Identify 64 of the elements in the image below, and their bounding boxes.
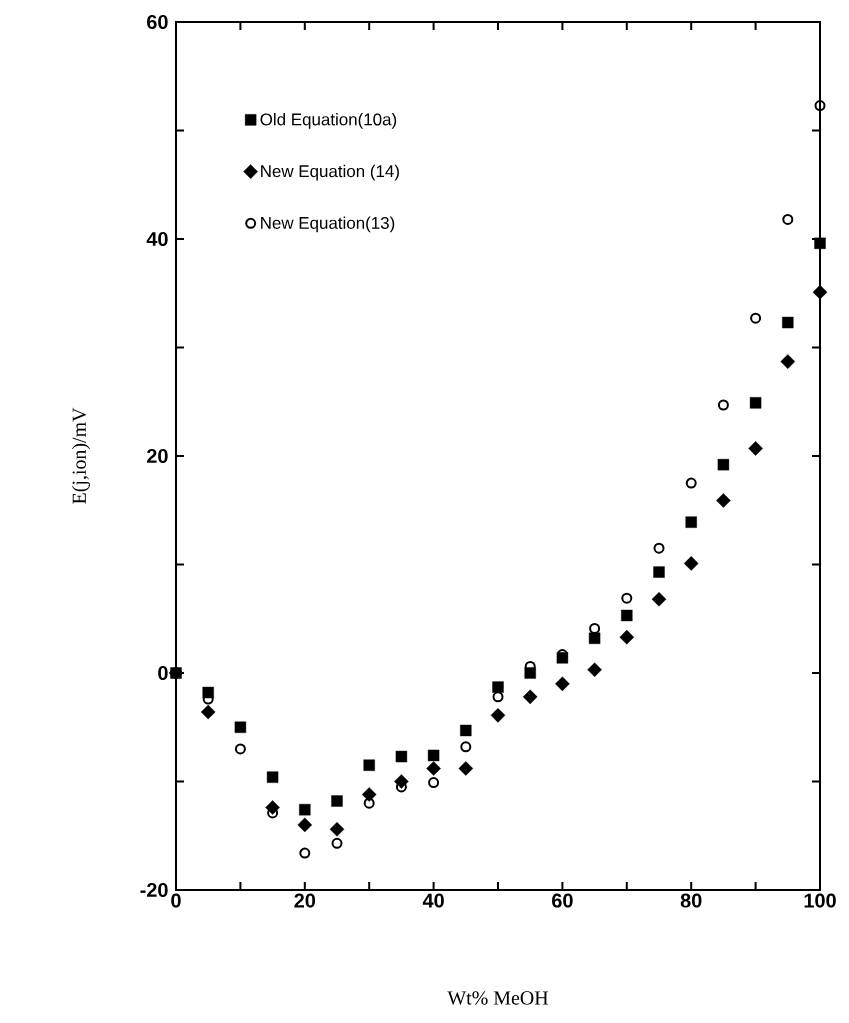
point xyxy=(492,691,504,703)
point xyxy=(234,743,246,755)
point xyxy=(460,724,472,737)
point xyxy=(234,721,247,733)
point xyxy=(426,761,441,776)
point xyxy=(651,591,667,607)
point xyxy=(428,777,440,789)
point xyxy=(331,837,343,849)
point xyxy=(782,316,794,329)
point xyxy=(653,566,665,578)
point xyxy=(750,312,762,324)
y-tick-label: 60 xyxy=(147,14,168,30)
x-tick-label: 60 xyxy=(552,893,573,908)
point xyxy=(748,441,763,456)
point xyxy=(395,750,408,763)
point xyxy=(588,632,601,644)
point xyxy=(782,213,794,225)
y-tick-label: 0 xyxy=(158,665,168,681)
point xyxy=(299,804,311,816)
y-axis-title: E(j,ion)/mV xyxy=(71,407,91,504)
point xyxy=(492,681,504,693)
point xyxy=(427,749,440,762)
point xyxy=(717,458,730,471)
point xyxy=(685,477,697,489)
x-axis-title: Wt% MeOH xyxy=(447,991,549,1005)
point xyxy=(621,609,633,622)
point xyxy=(780,354,796,369)
y-tick-label: 40 xyxy=(146,231,168,247)
point xyxy=(683,556,699,571)
point xyxy=(458,761,474,776)
point xyxy=(621,592,633,604)
point xyxy=(749,397,762,409)
point xyxy=(490,708,506,723)
point xyxy=(200,704,216,720)
y-tick-label: 20 xyxy=(147,448,168,464)
point xyxy=(619,629,635,645)
point xyxy=(522,689,538,705)
x-tick-label: 0 xyxy=(171,893,181,908)
point xyxy=(331,795,343,807)
point xyxy=(299,847,311,859)
point xyxy=(653,542,665,554)
point xyxy=(716,493,731,508)
point xyxy=(363,797,375,809)
point xyxy=(814,100,826,112)
point xyxy=(587,662,602,678)
point xyxy=(361,787,377,802)
y-tick-label: -20 xyxy=(140,882,168,898)
point xyxy=(363,759,375,771)
point xyxy=(814,237,826,250)
x-tick-label: 100 xyxy=(804,893,836,908)
point xyxy=(555,676,570,692)
point xyxy=(297,817,313,833)
point xyxy=(812,284,828,300)
legend-label: New Equation (14) xyxy=(261,164,399,181)
point xyxy=(329,821,345,837)
x-tick-label: 20 xyxy=(294,893,316,908)
legend-label: New Equation(13) xyxy=(261,216,395,233)
point xyxy=(717,399,729,411)
point xyxy=(685,516,697,528)
point xyxy=(460,741,472,753)
x-tick-label: 80 xyxy=(680,893,702,908)
point xyxy=(266,771,279,783)
x-tick-label: 40 xyxy=(422,893,444,908)
legend-label: Old Equation(10a) xyxy=(260,112,397,129)
